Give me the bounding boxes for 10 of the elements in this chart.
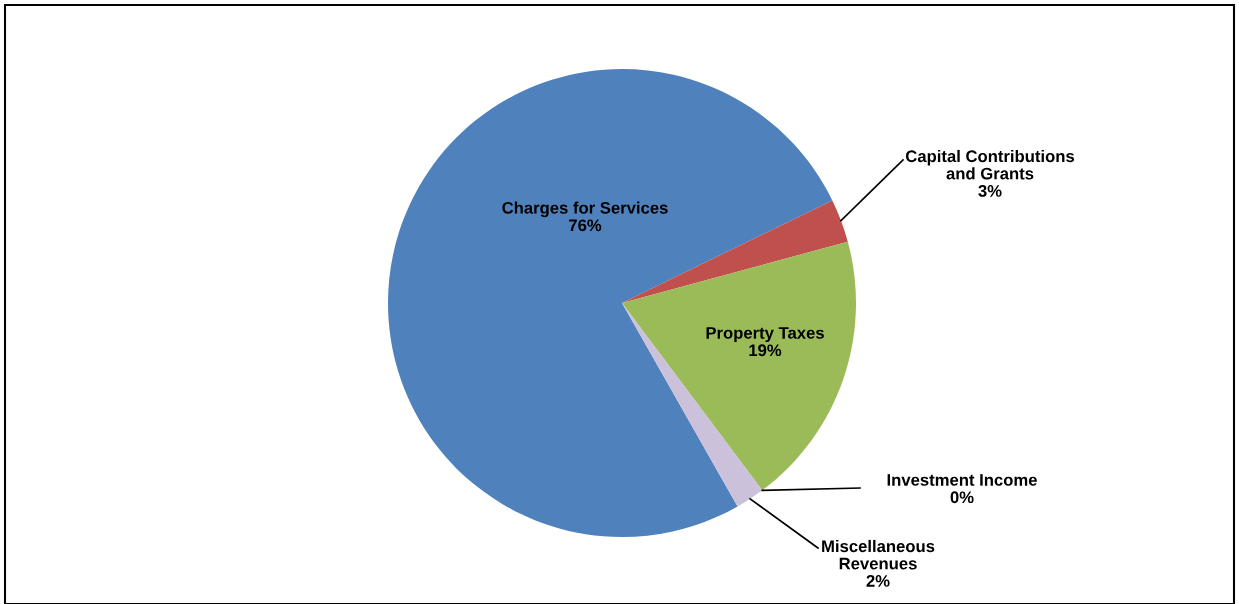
data-label: 3%	[978, 185, 1002, 197]
slice-label: Charges for Services	[502, 201, 668, 218]
text: 0%	[950, 491, 974, 504]
slice-label: Capital Contributions and Grants	[905, 149, 1075, 180]
data-label: 76%	[569, 219, 602, 232]
slice-label: Property Taxes	[706, 327, 824, 343]
data-label: 2%	[866, 575, 890, 587]
data-label: 19%	[749, 344, 782, 357]
category-label: Investment Income	[887, 474, 1037, 486]
slice-label: Miscellaneous Revenues	[822, 539, 935, 570]
